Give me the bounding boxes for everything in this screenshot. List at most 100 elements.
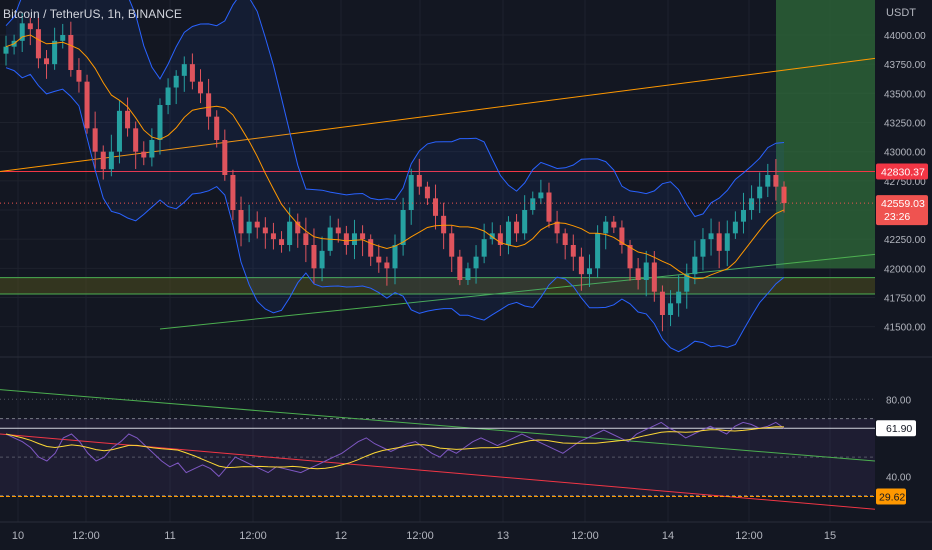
- time-tick-label: 15: [824, 530, 836, 542]
- last-price-tag: [876, 195, 928, 226]
- candle-body: [116, 110, 122, 152]
- candle-body: [214, 116, 220, 140]
- candle-body: [765, 175, 771, 187]
- candle-body: [392, 245, 398, 269]
- candle-body: [400, 210, 406, 245]
- candle-body: [449, 233, 455, 257]
- candle-body: [611, 221, 617, 228]
- candle-body: [578, 256, 584, 275]
- candle-body: [433, 198, 439, 216]
- price-tick-label: 42750.00: [884, 177, 926, 188]
- candle-body: [505, 221, 511, 245]
- price-tick-label: 41500.00: [884, 323, 926, 334]
- candle-body: [465, 268, 471, 280]
- moving-average-line: [5, 34, 785, 280]
- candle-body: [676, 291, 682, 304]
- time-tick-label: 12:00: [571, 530, 599, 542]
- candle-body: [749, 198, 755, 210]
- candle-body: [351, 233, 357, 245]
- candle-body: [181, 64, 187, 76]
- candle-body: [481, 239, 487, 257]
- time-tick-label: 12: [335, 530, 347, 542]
- symbol-title: Bitcoin / TetherUS, 1h, BINANCE: [3, 7, 182, 21]
- candle-body: [295, 221, 301, 234]
- candle-body: [724, 233, 730, 251]
- candle-body: [335, 227, 341, 234]
- time-tick-label: 12:00: [72, 530, 100, 542]
- candle-body: [368, 239, 374, 257]
- candle-body: [619, 227, 625, 245]
- candle-body: [230, 175, 236, 210]
- candle-body: [173, 75, 179, 88]
- candle-body: [206, 93, 212, 117]
- candle-body: [416, 175, 422, 187]
- candle-body: [716, 233, 722, 251]
- candle-body: [108, 151, 114, 170]
- candle-body: [562, 233, 568, 245]
- rsi-tick-label: 80.00: [886, 395, 911, 406]
- candle-body: [473, 256, 479, 269]
- candles: [3, 12, 787, 332]
- candle-body: [530, 198, 536, 210]
- countdown-text: 23:26: [884, 211, 910, 223]
- candle-body: [35, 29, 41, 59]
- candle-body: [141, 151, 147, 158]
- candle-body: [668, 303, 674, 315]
- price-tick-label: 42000.00: [884, 264, 926, 275]
- candle-body: [279, 239, 285, 245]
- candle-body: [457, 256, 463, 280]
- candle-body: [319, 250, 325, 269]
- candle-body: [586, 268, 593, 275]
- candle-body: [603, 221, 609, 234]
- candle-body: [238, 210, 244, 234]
- candle-body: [3, 46, 9, 54]
- candle-body: [76, 70, 82, 82]
- candle-body: [157, 105, 163, 140]
- rsi-value-text: 61.90: [886, 423, 912, 435]
- price-tick-label: 43250.00: [884, 119, 926, 130]
- resistance-price-tag: [876, 163, 928, 180]
- candle-body: [68, 35, 74, 70]
- candle-body: [651, 262, 657, 292]
- candle-body: [595, 233, 601, 269]
- time-tick-label: 14: [662, 530, 674, 542]
- candle-body: [100, 151, 106, 170]
- candle-body: [376, 256, 382, 263]
- price-tick-label: 44000.00: [884, 31, 926, 42]
- rsi-value-tag: [876, 420, 916, 437]
- candle-body: [514, 221, 520, 234]
- candle-body: [27, 23, 33, 30]
- candle-body: [684, 274, 690, 292]
- candle-body: [133, 128, 139, 152]
- candle-body: [270, 233, 276, 240]
- candle-body: [189, 64, 195, 82]
- candle-body: [360, 233, 366, 240]
- long-position-zone: [776, 0, 875, 269]
- candle-body: [222, 140, 228, 175]
- candle-body: [197, 81, 204, 94]
- rsi-ma-tag: [876, 488, 906, 505]
- bollinger-band-fill: [6, 0, 784, 352]
- price-tick-label: 43750.00: [884, 60, 926, 71]
- candle-body: [149, 140, 155, 158]
- candle-body: [740, 210, 746, 222]
- candle-body: [659, 291, 665, 315]
- candle-body: [254, 221, 260, 228]
- trendline-lower: [159, 253, 876, 330]
- candle-body: [708, 233, 714, 240]
- rsi-line: [5, 421, 785, 478]
- time-tick-label: 12:00: [406, 530, 434, 542]
- candle-body: [52, 40, 58, 65]
- candle-body: [92, 128, 98, 152]
- bollinger-lower: [5, 67, 785, 353]
- rsi-tick-label: 40.00: [886, 472, 911, 483]
- candle-body: [497, 233, 503, 245]
- time-tick-label: 11: [164, 530, 175, 542]
- candle-body: [287, 221, 293, 245]
- candle-body: [311, 245, 317, 269]
- candle-body: [441, 215, 447, 234]
- time-tick-label: 13: [497, 530, 509, 542]
- candle-body: [700, 239, 706, 257]
